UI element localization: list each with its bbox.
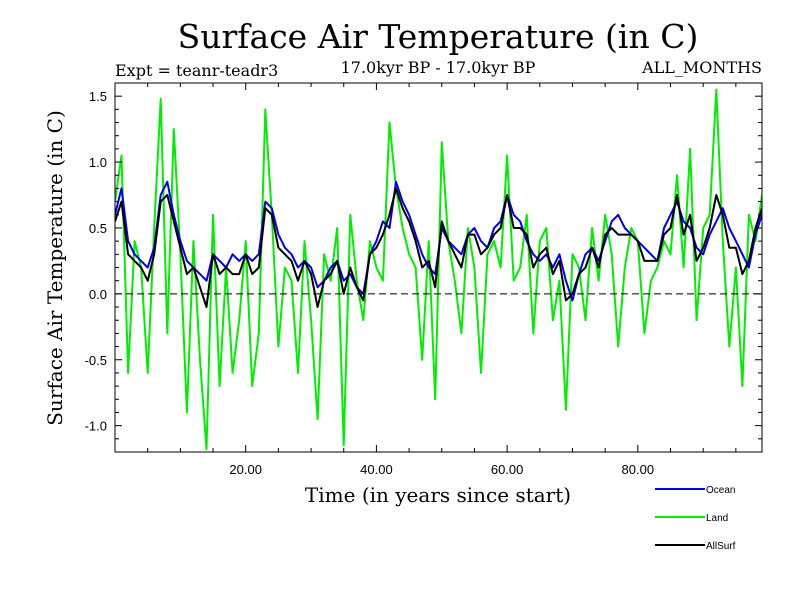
legend-label-allsurf: AllSurf <box>706 541 736 552</box>
chart-title: Surface Air Temperature (in C) <box>178 17 699 56</box>
x-tick-label: 20.00 <box>229 462 262 477</box>
y-tick-label: -0.5 <box>85 353 107 368</box>
time-period-label: 17.0kyr BP - 17.0kyr BP <box>341 58 536 77</box>
season-label: ALL_MONTHS <box>641 58 762 77</box>
y-tick-label: 1.5 <box>89 89 107 104</box>
legend-label-ocean: Ocean <box>706 485 735 496</box>
y-tick-label: 1.0 <box>89 155 107 170</box>
plot-area: -1.0 -0.5 0.0 0.5 1.0 1.5 20.00 40.00 60.00 80.00 <box>85 83 762 477</box>
y-tick-label: 0.0 <box>89 287 107 302</box>
series-group <box>115 88 762 451</box>
legend-label-land: Land <box>706 513 728 524</box>
legend: Ocean Land AllSurf <box>655 485 736 552</box>
x-axis-label: Time (in years since start) <box>305 483 571 507</box>
plot-frame <box>114 82 763 453</box>
y-tick-label: -1.0 <box>85 419 107 434</box>
x-tick-label: 60.00 <box>491 462 524 477</box>
series-line-land <box>115 88 762 451</box>
x-tick-label: 40.00 <box>360 462 393 477</box>
y-axis-label: Surface Air Temperature (in C) <box>43 110 67 426</box>
y-tick-label: 0.5 <box>89 221 107 236</box>
x-tick-label: 80.00 <box>622 462 655 477</box>
experiment-label: Expt = teanr-teadr3 <box>115 61 278 80</box>
series-line-allsurf <box>115 187 762 308</box>
